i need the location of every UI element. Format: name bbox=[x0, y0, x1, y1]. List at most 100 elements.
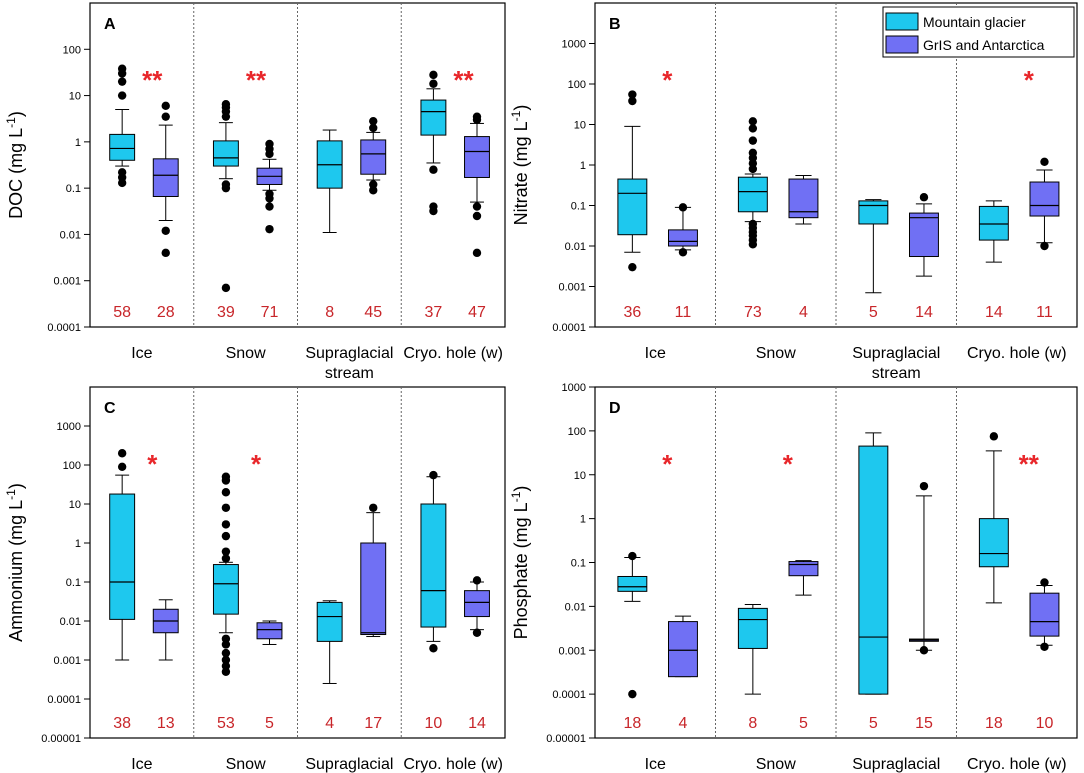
box-mountain bbox=[617, 551, 648, 699]
y-axis-label-main: Nitrate (mg L bbox=[511, 121, 531, 225]
box-body bbox=[464, 590, 490, 618]
category-label: Snow bbox=[756, 756, 796, 773]
box-body bbox=[858, 200, 889, 225]
box-mountain bbox=[212, 100, 239, 293]
y-tick-label: 1 bbox=[75, 538, 81, 550]
sample-count: 11 bbox=[675, 304, 692, 321]
box-gris bbox=[256, 620, 283, 645]
y-tick-label: 1 bbox=[75, 137, 81, 149]
category-label: Supraglacial bbox=[852, 345, 940, 362]
outlier-point bbox=[919, 481, 929, 491]
significance-marker: * bbox=[662, 65, 673, 95]
y-tick-label: 0.01 bbox=[60, 616, 81, 628]
y-axis-label-exponent: -1 bbox=[4, 117, 18, 128]
y-tick-label: 1000 bbox=[562, 39, 586, 51]
y-axis-label-close: ) bbox=[511, 486, 531, 492]
outlier-point bbox=[429, 470, 438, 480]
box-body bbox=[109, 493, 136, 620]
category-label: Ice bbox=[131, 756, 152, 773]
box-gris bbox=[1029, 157, 1060, 251]
sample-count: 37 bbox=[425, 304, 443, 321]
outlier-point bbox=[265, 224, 274, 234]
sample-count: 4 bbox=[679, 715, 688, 732]
box-body bbox=[420, 503, 447, 628]
outlier-point bbox=[161, 112, 170, 121]
box-gris bbox=[464, 576, 490, 637]
box-mountain bbox=[858, 432, 889, 695]
sample-count: 13 bbox=[157, 715, 175, 732]
significance-marker: * bbox=[662, 449, 673, 479]
box-body bbox=[152, 158, 179, 197]
legend-label: GrIS and Antarctica bbox=[923, 37, 1045, 53]
outlier-point bbox=[628, 90, 637, 99]
box-gris bbox=[788, 560, 819, 596]
y-tick-label: 0.00001 bbox=[41, 733, 81, 745]
box-body bbox=[212, 140, 239, 167]
outlier-point bbox=[117, 462, 127, 471]
category-label: Supraglacial bbox=[305, 345, 393, 362]
outlier-point bbox=[628, 262, 637, 272]
category-label: Ice bbox=[645, 756, 666, 773]
box-gris bbox=[360, 503, 387, 638]
box-mountain bbox=[212, 472, 239, 676]
outlier-point bbox=[989, 432, 999, 441]
y-axis-label-main: Phosphate (mg L bbox=[511, 502, 531, 639]
sample-count: 71 bbox=[261, 304, 279, 321]
y-tick-label: 100 bbox=[63, 44, 81, 56]
category-label: Cryo. hole (w) bbox=[967, 345, 1067, 362]
box-body bbox=[978, 205, 1009, 241]
legend: Mountain glacier GrIS and Antarctica bbox=[882, 6, 1075, 58]
outlier-point bbox=[161, 101, 170, 111]
outlier-point bbox=[117, 64, 127, 73]
box-body bbox=[737, 607, 768, 649]
sample-count: 11 bbox=[1036, 304, 1053, 321]
y-tick-label: 0.001 bbox=[53, 655, 81, 667]
category-label: Ice bbox=[131, 345, 152, 362]
y-tick-label: 0.0001 bbox=[552, 689, 586, 701]
y-axis-label-close: ) bbox=[511, 105, 531, 111]
box-body bbox=[420, 99, 447, 136]
outlier-point bbox=[1040, 578, 1049, 587]
box-body bbox=[1029, 592, 1060, 637]
y-axis-label: DOC (mg L-1) bbox=[4, 111, 26, 219]
outlier-point bbox=[472, 248, 482, 258]
box-body bbox=[109, 133, 136, 161]
sample-count: 36 bbox=[623, 304, 641, 321]
sample-count: 18 bbox=[623, 715, 641, 732]
y-tick-label: 0.001 bbox=[53, 276, 81, 288]
outlier-point bbox=[678, 203, 688, 212]
y-tick-label: 1 bbox=[580, 160, 586, 172]
sample-count: 14 bbox=[985, 304, 1003, 321]
y-axis-label-exponent: -1 bbox=[509, 110, 523, 121]
outlier-point bbox=[429, 644, 438, 653]
outlier-point bbox=[221, 648, 231, 658]
box-gris bbox=[464, 112, 490, 258]
outlier-point bbox=[161, 248, 170, 258]
sample-count: 8 bbox=[748, 715, 757, 732]
category-label: stream bbox=[872, 365, 921, 382]
category-label: Cryo. hole (w) bbox=[967, 756, 1067, 773]
outlier-point bbox=[748, 136, 758, 145]
outlier-point bbox=[472, 628, 482, 637]
sample-count: 10 bbox=[425, 715, 443, 732]
outlier-point bbox=[221, 520, 231, 529]
box-gris bbox=[788, 175, 819, 225]
panel-d: 0.00001 0.0001 0.001 0.01 0.1 1 10 100 1000 Phosp… bbox=[509, 382, 1078, 773]
box-body bbox=[668, 229, 698, 247]
box-gris bbox=[909, 193, 939, 277]
box-body bbox=[978, 518, 1009, 568]
category-label: Supraglacial bbox=[852, 756, 940, 773]
box-mountain bbox=[617, 90, 648, 272]
y-tick-label: 0.01 bbox=[565, 241, 586, 253]
outlier-point bbox=[265, 202, 274, 211]
legend-swatch bbox=[885, 12, 919, 31]
box-body bbox=[737, 176, 768, 213]
box-body bbox=[617, 178, 648, 236]
y-tick-label: 0.01 bbox=[60, 229, 81, 241]
sample-count: 5 bbox=[265, 715, 274, 732]
outlier-point bbox=[117, 77, 127, 86]
box-gris bbox=[152, 599, 179, 661]
outlier-point bbox=[221, 283, 231, 293]
sample-count: 8 bbox=[325, 304, 334, 321]
